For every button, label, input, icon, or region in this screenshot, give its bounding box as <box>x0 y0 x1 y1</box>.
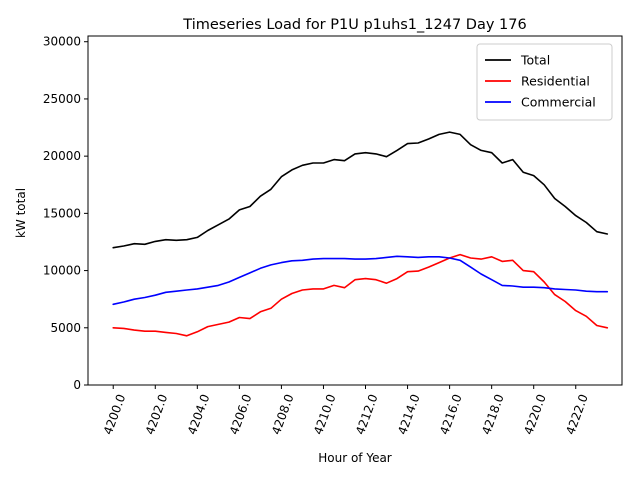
legend-label-residential: Residential <box>521 74 590 89</box>
legend-label-commercial: Commercial <box>521 95 596 110</box>
x-axis-label: Hour of Year <box>318 451 392 465</box>
y-axis-label: kW total <box>14 188 28 238</box>
series-line-residential <box>112 253 609 337</box>
y-tick-label: 25000 <box>43 92 81 106</box>
y-tick-label: 5000 <box>50 321 81 335</box>
chart-title: Timeseries Load for P1U p1uhs1_1247 Day … <box>182 17 526 33</box>
y-tick-label: 10000 <box>43 264 81 278</box>
plot-area-frame <box>87 35 623 386</box>
y-tick-label: 15000 <box>43 206 81 220</box>
y-tick-label: 20000 <box>43 149 81 163</box>
legend: Total Residential Commercial <box>476 43 613 121</box>
y-tick-label: 0 <box>73 378 81 392</box>
series-line-commercial <box>112 255 609 306</box>
legend-label-total: Total <box>520 53 550 68</box>
y-tick-label: 30000 <box>43 35 81 49</box>
legend-box <box>476 43 613 121</box>
series-line-total <box>112 131 609 249</box>
